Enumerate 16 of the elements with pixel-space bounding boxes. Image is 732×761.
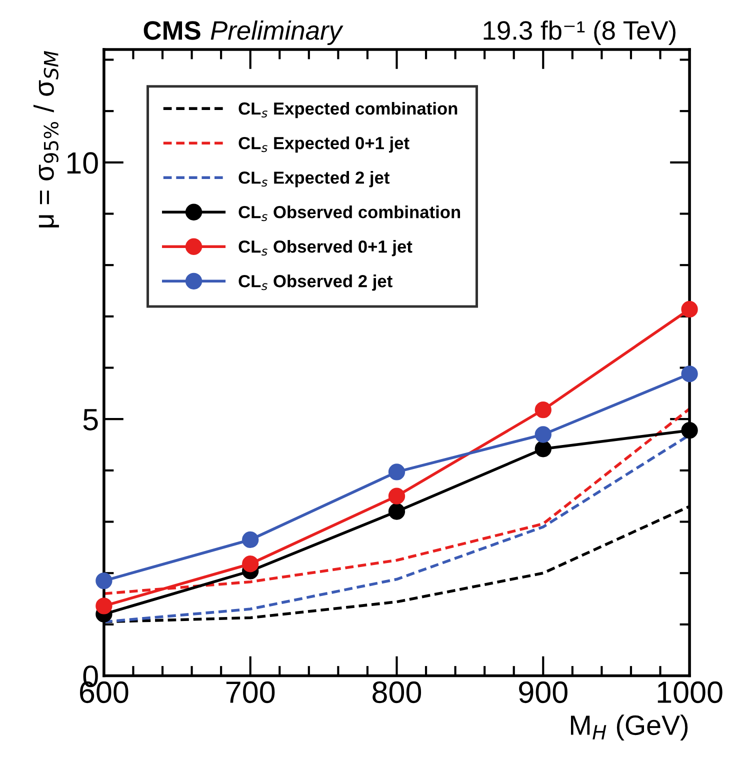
x-axis-title: M$_{H}$ (GeV) (570, 714, 688, 741)
chart-title: CMS Preliminary (144, 20, 344, 46)
y-tick-label: 5 (83, 409, 98, 430)
x-tick-label: 700 (226, 681, 275, 704)
x-tick-label: 800 (372, 681, 422, 704)
legend-label: CL$_{s}$ Observed 2 jet (238, 274, 392, 291)
x-tick-label: 1000 (658, 681, 722, 704)
legend-label: CL$_{s}$ Observed 0+1 jet (238, 240, 412, 256)
legend-label: CL$_{s}$ Expected 2 jet (238, 171, 390, 188)
y-tick-label: 10 (67, 152, 98, 174)
legend-label: CL$_{s}$ Expected 0+1 jet (238, 136, 410, 153)
legend-label: CL$_{s}$ Expected combination (238, 102, 458, 118)
legend-label: CL$_{s}$ Observed combination (238, 206, 460, 222)
text: 19.3 fb⁻¹ (8 TeV) (484, 20, 676, 46)
x-tick-label: 900 (519, 681, 568, 704)
y-axis-title: μ = σ$_{95%}$ / σ$_{SM}$ (34, 50, 59, 228)
